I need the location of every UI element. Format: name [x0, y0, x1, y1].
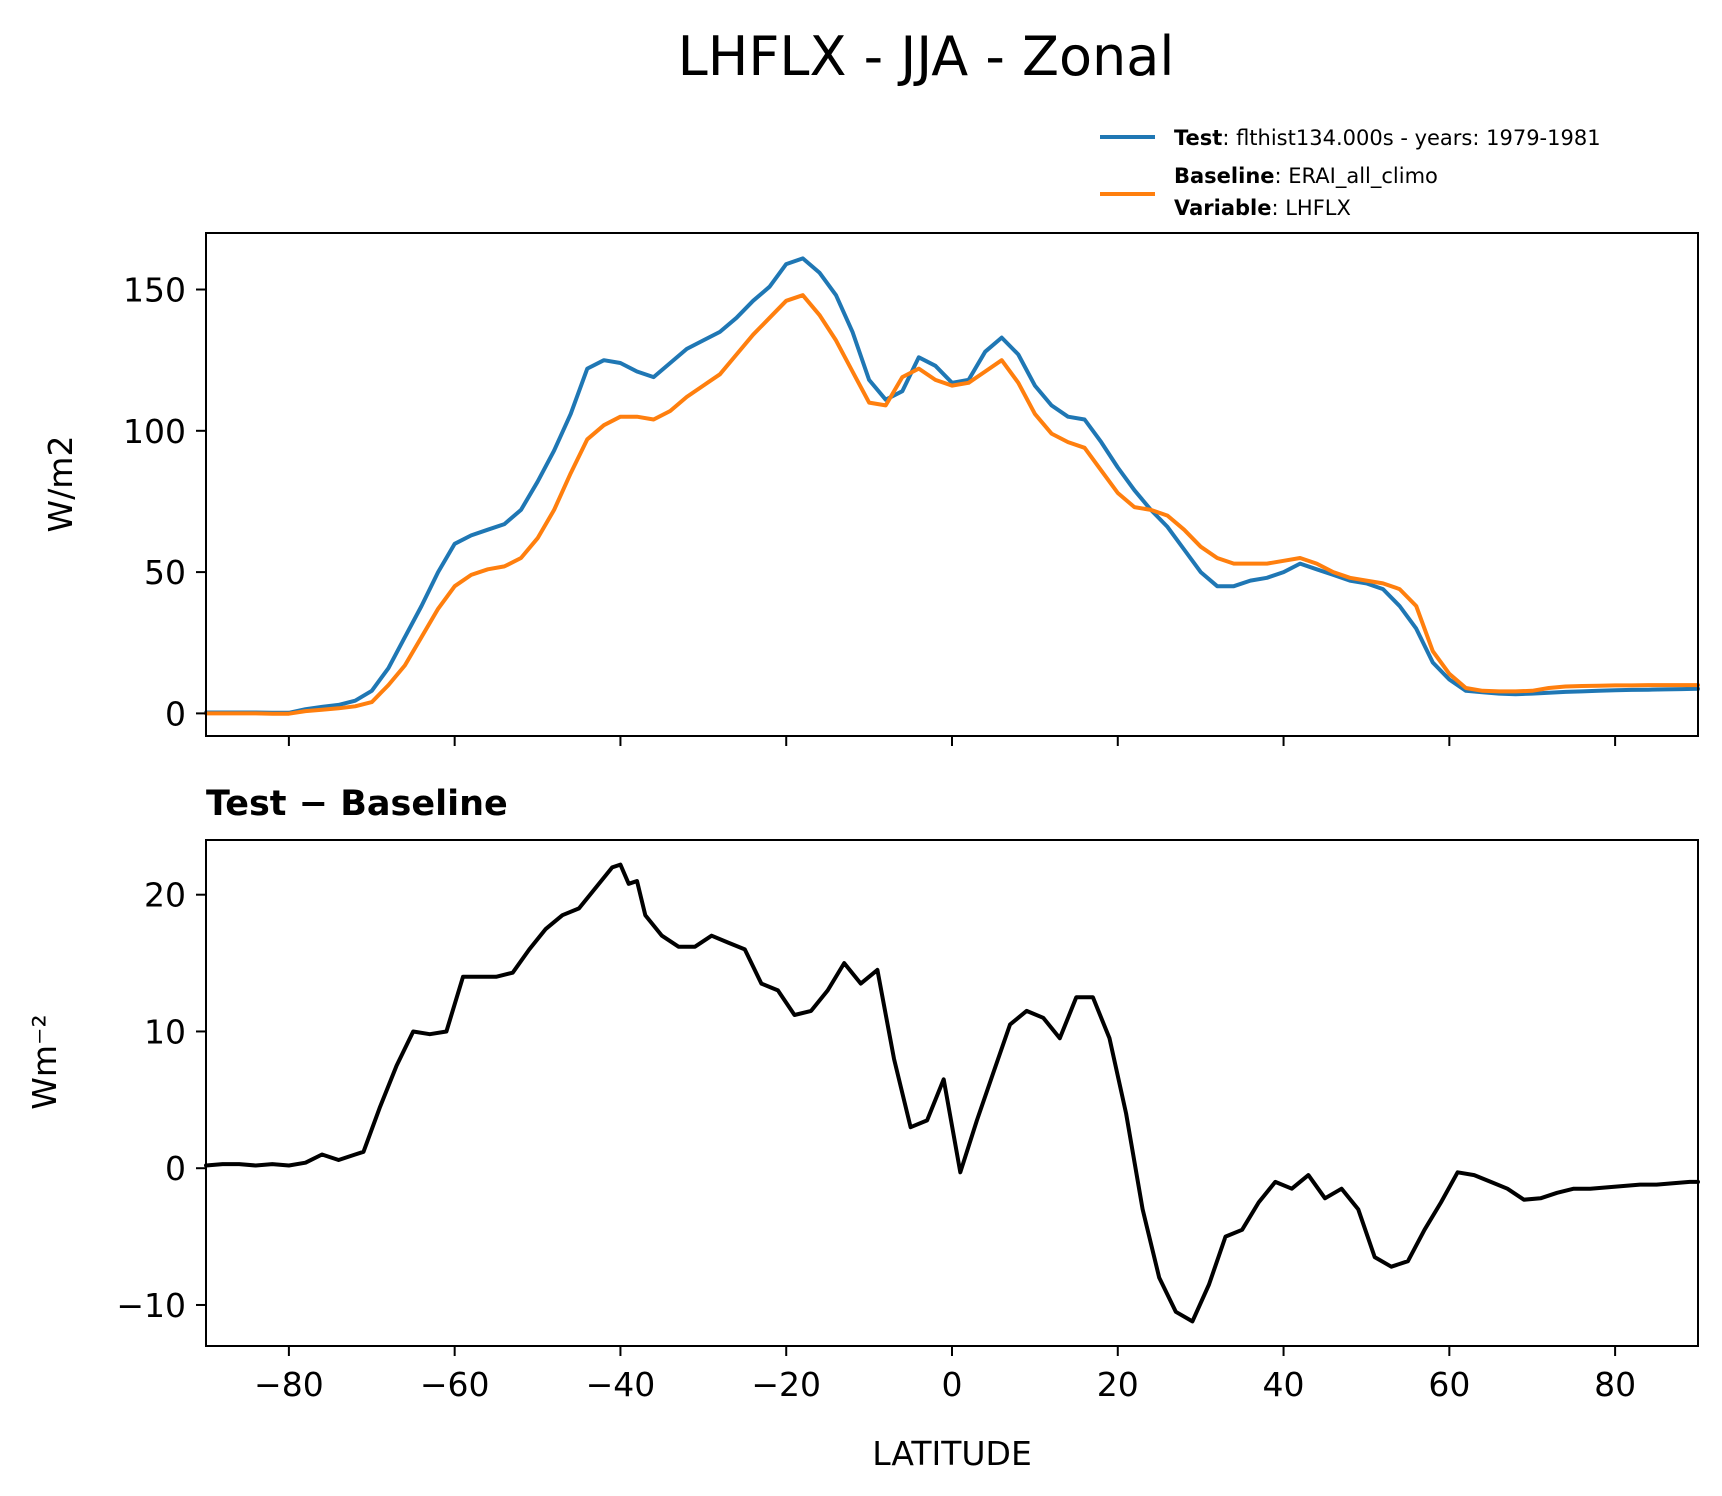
legend-baseline-key: Baseline — [1174, 164, 1275, 188]
svg-text:Variable: LHFLX: Variable: LHFLX — [1174, 196, 1351, 220]
top-series-baseline-line — [204, 293, 1700, 716]
figure-title: LHFLX - JJA - Zonal — [678, 25, 1175, 88]
bottom-x-tick-label: 60 — [1428, 1365, 1470, 1404]
bottom-y-tick-label: 20 — [144, 876, 186, 915]
bottom-y-axis-label-text: Wm⁻² — [25, 1014, 64, 1109]
top-y-tick-label: 50 — [144, 553, 186, 592]
legend-baseline-text: : ERAI_all_climo — [1275, 164, 1438, 189]
legend-variable-text: : LHFLX — [1271, 196, 1350, 220]
top-y-tick-label: 100 — [123, 412, 186, 451]
svg-text:Test: flthist134.000s - years:: Test: flthist134.000s - years: 1979-1981 — [1174, 126, 1601, 150]
bottom-y-tick-label: 10 — [144, 1012, 186, 1051]
bottom-x-tick-label: −40 — [586, 1365, 656, 1404]
bottom-x-tick-label: −80 — [254, 1365, 324, 1404]
bottom-x-tick-label: 20 — [1097, 1365, 1139, 1404]
bottom-plot-frame — [205, 839, 1699, 1347]
bottom-x-tick-label: 80 — [1594, 1365, 1636, 1404]
bottom-panel-title: Test − Baseline — [206, 784, 508, 824]
bottom-chart-panel: Test − Baseline −80 −60 −40 −20 0 20 40 60 80 −10… — [25, 784, 1700, 1473]
bottom-y-axis-label: Wm⁻² — [25, 1014, 64, 1109]
bottom-x-tick-label: −60 — [420, 1365, 490, 1404]
top-y-axis-label: W/m2 — [41, 436, 80, 533]
top-series-test-line — [204, 256, 1700, 715]
legend-test-text: : flthist134.000s - years: 1979-1981 — [1222, 126, 1600, 150]
legend-variable-key: Variable — [1174, 196, 1271, 220]
x-axis-label: LATITUDE — [872, 1434, 1032, 1473]
bottom-x-tick-label: −20 — [751, 1365, 821, 1404]
top-plot-frame — [205, 232, 1699, 737]
legend: Test: flthist134.000s - years: 1979-1981… — [1100, 126, 1601, 220]
top-series-group — [204, 256, 1700, 716]
bottom-y-tick-label: 0 — [165, 1149, 186, 1188]
top-chart-panel: 0 50 100 150 W/m2 — [41, 232, 1700, 746]
bottom-ticks-group: −80 −60 −40 −20 0 20 40 60 80 −10 0 10 20 — [116, 876, 1636, 1404]
bottom-y-tick-label: −10 — [116, 1286, 186, 1325]
bottom-x-tick-label: 40 — [1263, 1365, 1305, 1404]
bottom-series-group — [204, 862, 1700, 1324]
bottom-x-tick-label: 0 — [942, 1365, 963, 1404]
top-ticks-group: 0 50 100 150 — [123, 271, 1617, 746]
legend-test-key: Test — [1174, 126, 1222, 150]
top-y-tick-label: 0 — [165, 694, 186, 733]
top-y-tick-label: 150 — [123, 271, 186, 310]
bottom-series-difference-line — [204, 862, 1700, 1324]
svg-text:Baseline: ERAI_all_climo: Baseline: ERAI_all_climo — [1174, 164, 1438, 189]
